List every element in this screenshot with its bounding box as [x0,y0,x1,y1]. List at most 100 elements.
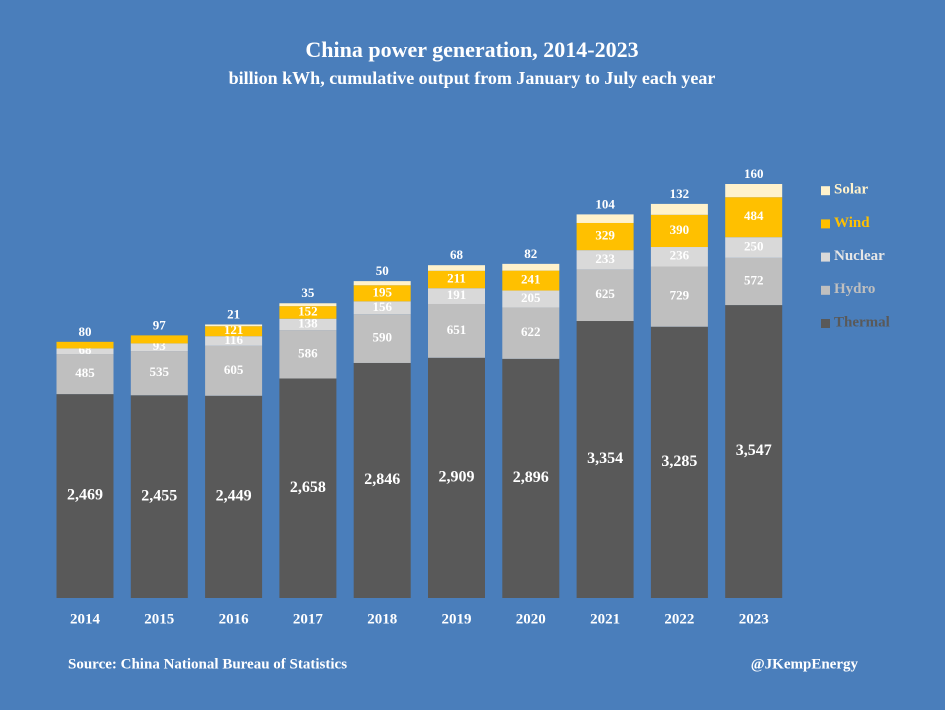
x-tick-label: 2022 [664,611,694,627]
bar-segment [279,330,337,379]
data-label: 156 [372,299,392,314]
credit: @JKempEnergy [751,656,859,672]
bar-segment [56,354,114,395]
bar-segment [353,281,411,286]
bar-segment [56,341,114,349]
data-label: 241 [521,272,541,287]
x-tick-label: 2017 [293,611,324,627]
legend-swatch [821,285,830,295]
bar-segment [576,321,634,598]
bar-segment [279,378,337,598]
data-label: 195 [372,284,392,299]
bar-segment [650,326,708,598]
data-label: 2,658 [290,479,326,496]
bar-segment [279,306,337,319]
bar-segment [725,257,783,306]
data-label: 50 [376,263,389,278]
bar-segment [56,348,114,355]
data-label: 205 [521,290,541,305]
bar-segment [650,203,708,215]
data-label: 390 [670,222,690,237]
data-label: 729 [670,288,690,303]
legend-swatch [821,186,830,196]
bar-segment [428,265,485,271]
x-tick-label: 2015 [144,611,174,627]
bar-segment [650,247,708,267]
bar-segment [725,237,783,258]
bar-segment [279,318,337,331]
data-label: 485 [75,365,95,380]
legend-label: Thermal [834,314,890,330]
bar-segment [502,263,560,271]
data-label: 329 [595,228,615,243]
x-tick-label: 2019 [442,611,472,627]
bar-segment [502,307,560,359]
bar-segment [205,345,263,396]
data-label: 3,285 [661,453,697,470]
data-label: 484 [744,208,764,223]
x-tick-label: 2016 [219,611,250,627]
data-label: 2,896 [513,469,549,486]
data-label: 622 [521,324,541,339]
data-label: 80 [79,324,92,339]
bar-segment [650,214,708,248]
bar-segment [130,343,188,352]
data-label: 152 [298,303,318,318]
data-label: 82 [524,246,537,261]
bar-segment [576,222,634,251]
data-label: 21 [227,306,240,321]
chart-title: China power generation, 2014-2023 [305,37,638,62]
bar-segment [205,324,263,327]
bar-segment [130,335,188,344]
data-label: 160 [744,166,764,181]
data-label: 590 [372,330,392,345]
bar-segment [279,303,337,307]
bar-segment [576,269,634,322]
data-label: 2,455 [141,487,177,504]
data-label: 236 [670,248,690,263]
bar-segment [650,266,708,327]
data-label: 3,547 [736,442,772,459]
bar-segment [130,395,188,598]
x-tick-label: 2014 [70,611,101,627]
data-label: 35 [301,285,315,300]
legend-swatch [821,319,830,328]
bar-segment [428,270,485,289]
legend-label: Nuclear [834,248,885,264]
legend-label: Wind [834,215,870,231]
bar-segment [502,290,560,308]
data-label: 535 [150,364,170,379]
bar-segment [353,314,411,363]
data-label: 572 [744,272,764,287]
data-label: 2,469 [67,487,103,504]
data-label: 104 [595,196,615,211]
legend-label: Hydro [834,281,875,297]
bar-segment [205,326,263,337]
data-label: 132 [670,186,690,201]
x-tick-label: 2021 [590,611,620,627]
data-label: 138 [298,315,318,330]
data-label: 68 [450,247,464,262]
data-label: 2,909 [439,469,475,486]
data-label: 3,354 [587,450,623,467]
data-label: 651 [447,322,467,337]
chart-subtitle: billion kWh, cumulative output from Janu… [229,68,716,88]
bar-segment [576,214,634,223]
data-label: 233 [595,251,615,266]
data-label: 605 [224,362,244,377]
bar-segment [205,336,263,346]
bar-segment [353,285,411,302]
data-label: 625 [595,286,615,301]
bar-segment [502,358,560,598]
bar-segment [353,301,411,315]
bar-segment [428,303,485,358]
data-label: 250 [744,238,764,253]
data-label: 586 [298,345,318,360]
source: Source: China National Bureau of Statist… [68,656,347,672]
bar-segment [725,305,783,598]
x-tick-label: 2018 [367,611,397,627]
bar-segment [353,362,411,598]
bar-segment [56,394,114,598]
legend-swatch [821,219,830,229]
bar-segment [130,351,188,396]
